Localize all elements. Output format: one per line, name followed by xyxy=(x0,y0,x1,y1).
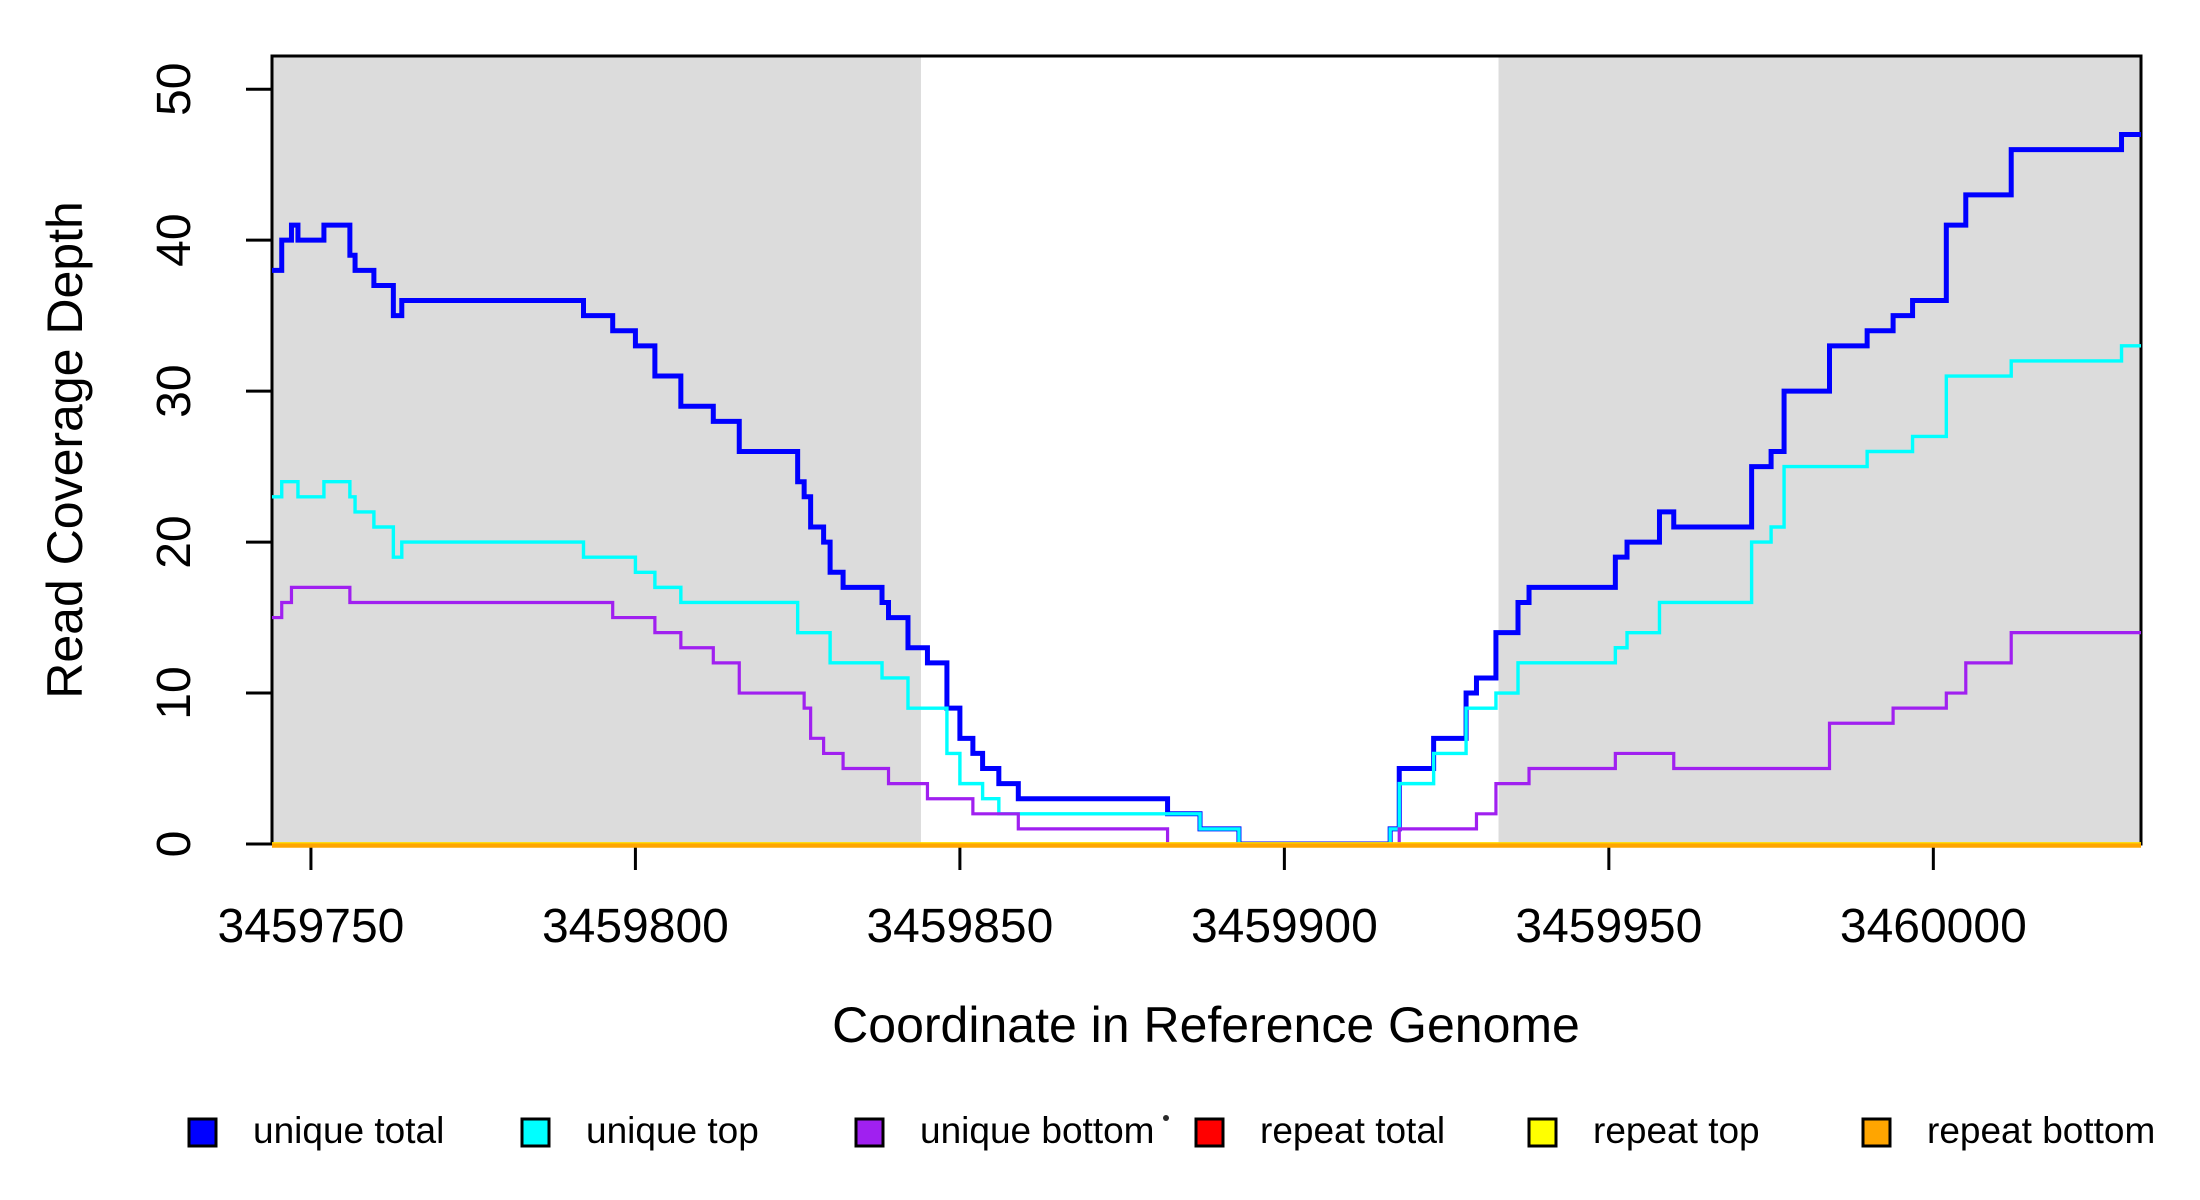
x-axis-title: Coordinate in Reference Genome xyxy=(832,997,1580,1053)
stray-mark xyxy=(1163,1115,1169,1121)
x-tick-label: 3459950 xyxy=(1515,900,1702,953)
legend-swatch-unique-bottom xyxy=(854,1117,885,1148)
legend-label-repeat-total: repeat total xyxy=(1260,1110,1445,1151)
y-tick-label: 50 xyxy=(148,63,201,116)
legend-swatch-repeat-top xyxy=(1527,1117,1558,1148)
unique-region-shading xyxy=(1498,56,2141,844)
legend-swatch-unique-total xyxy=(187,1117,218,1148)
legend-label-repeat-bottom: repeat bottom xyxy=(1927,1110,2155,1151)
legend-swatch-unique-top xyxy=(520,1117,551,1148)
legend-label-unique-top: unique top xyxy=(586,1110,759,1151)
x-tick-label: 3459750 xyxy=(218,900,405,953)
legend: unique total unique top unique bottom repea… xyxy=(187,1110,2155,1151)
legend-label-unique-total: unique total xyxy=(253,1110,444,1151)
x-tick-label: 3459800 xyxy=(542,900,729,953)
legend-swatch-repeat-bottom xyxy=(1861,1117,1892,1148)
x-tick-label: 3460000 xyxy=(1840,900,2027,953)
y-tick-label: 10 xyxy=(148,666,201,719)
legend-label-unique-bottom: unique bottom xyxy=(920,1110,1155,1151)
y-tick-label: 20 xyxy=(148,515,201,568)
series-unique-top xyxy=(272,344,2141,846)
unique-region-shading xyxy=(272,56,921,844)
x-tick-label: 3459900 xyxy=(1191,900,1378,953)
x-tick-label: 3459850 xyxy=(866,900,1053,953)
y-tick-label: 30 xyxy=(148,364,201,417)
legend-swatch-repeat-total xyxy=(1194,1117,1225,1148)
y-tick-label: 40 xyxy=(148,213,201,266)
y-axis-title: Read Coverage Depth xyxy=(37,201,93,699)
y-tick-label: 0 xyxy=(148,831,201,858)
series-unique-total xyxy=(272,131,2141,847)
series-unique-bottom xyxy=(272,585,2141,846)
legend-label-repeat-top: repeat top xyxy=(1593,1110,1760,1151)
